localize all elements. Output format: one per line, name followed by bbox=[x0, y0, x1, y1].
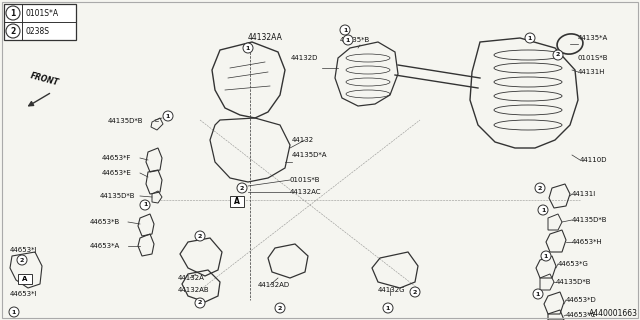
Circle shape bbox=[140, 200, 150, 210]
Circle shape bbox=[538, 205, 548, 215]
Text: 2: 2 bbox=[10, 27, 15, 36]
Text: A: A bbox=[22, 276, 28, 282]
Text: 1: 1 bbox=[166, 114, 170, 118]
Text: 0101S*A: 0101S*A bbox=[25, 9, 58, 18]
Text: 44132D: 44132D bbox=[291, 55, 318, 61]
Circle shape bbox=[9, 307, 19, 317]
Text: 44653*G: 44653*G bbox=[558, 261, 589, 267]
Text: 44132: 44132 bbox=[292, 137, 314, 143]
Circle shape bbox=[195, 298, 205, 308]
Text: 44131H: 44131H bbox=[578, 69, 605, 75]
Text: 44653*H: 44653*H bbox=[572, 239, 603, 245]
FancyBboxPatch shape bbox=[4, 4, 76, 40]
Text: 2: 2 bbox=[198, 300, 202, 306]
Text: 44653*F: 44653*F bbox=[102, 155, 131, 161]
Circle shape bbox=[343, 35, 353, 45]
Text: 2: 2 bbox=[20, 258, 24, 262]
Text: 1: 1 bbox=[536, 292, 540, 297]
Text: 2: 2 bbox=[278, 306, 282, 310]
Circle shape bbox=[237, 183, 247, 193]
Circle shape bbox=[163, 111, 173, 121]
Text: 44110D: 44110D bbox=[580, 157, 607, 163]
Circle shape bbox=[541, 251, 551, 261]
Text: A440001663: A440001663 bbox=[589, 309, 638, 318]
Text: 44135*A: 44135*A bbox=[578, 35, 608, 41]
Text: 1: 1 bbox=[143, 203, 147, 207]
Text: 2: 2 bbox=[198, 234, 202, 238]
Text: 44135D*A: 44135D*A bbox=[292, 152, 328, 158]
Text: FRONT: FRONT bbox=[29, 72, 60, 88]
Text: 44135D*B: 44135D*B bbox=[556, 279, 591, 285]
Text: 1: 1 bbox=[528, 36, 532, 41]
FancyBboxPatch shape bbox=[18, 274, 32, 284]
Text: 44653*D: 44653*D bbox=[566, 297, 596, 303]
Text: 44132AB: 44132AB bbox=[178, 287, 210, 293]
Circle shape bbox=[410, 287, 420, 297]
Text: 1: 1 bbox=[346, 37, 350, 43]
Text: 1: 1 bbox=[541, 207, 545, 212]
Text: 1: 1 bbox=[12, 309, 16, 315]
Text: 44132AC: 44132AC bbox=[290, 189, 321, 195]
Text: 44653*B: 44653*B bbox=[90, 219, 120, 225]
Text: 44653*J: 44653*J bbox=[10, 247, 38, 253]
Text: 0101S*B: 0101S*B bbox=[578, 55, 609, 61]
Text: 0101S*B: 0101S*B bbox=[290, 177, 321, 183]
Text: 2: 2 bbox=[556, 52, 560, 58]
Text: 44135D*B: 44135D*B bbox=[108, 118, 143, 124]
Circle shape bbox=[195, 231, 205, 241]
Circle shape bbox=[275, 303, 285, 313]
Text: A: A bbox=[234, 196, 240, 205]
Text: 2: 2 bbox=[240, 186, 244, 190]
Text: 44131I: 44131I bbox=[572, 191, 596, 197]
Text: 1: 1 bbox=[246, 45, 250, 51]
FancyBboxPatch shape bbox=[230, 196, 244, 207]
Text: 44132G: 44132G bbox=[378, 287, 406, 293]
Text: 1: 1 bbox=[343, 28, 347, 33]
Text: 44135*B: 44135*B bbox=[340, 37, 371, 43]
Text: 0238S: 0238S bbox=[25, 27, 49, 36]
Text: 44135D*B: 44135D*B bbox=[572, 217, 607, 223]
Text: 44132AA: 44132AA bbox=[248, 34, 282, 43]
Text: 1: 1 bbox=[10, 9, 15, 18]
Text: 44135D*B: 44135D*B bbox=[100, 193, 136, 199]
Text: 44653*C: 44653*C bbox=[566, 312, 596, 318]
Text: 1: 1 bbox=[386, 306, 390, 310]
Circle shape bbox=[243, 43, 253, 53]
Circle shape bbox=[6, 24, 20, 38]
Text: 1: 1 bbox=[544, 253, 548, 259]
Circle shape bbox=[535, 183, 545, 193]
Circle shape bbox=[383, 303, 393, 313]
Circle shape bbox=[6, 6, 20, 20]
Circle shape bbox=[525, 33, 535, 43]
Text: 44132AD: 44132AD bbox=[258, 282, 290, 288]
Text: 2: 2 bbox=[538, 186, 542, 190]
Text: 44653*E: 44653*E bbox=[102, 170, 132, 176]
Circle shape bbox=[553, 50, 563, 60]
Circle shape bbox=[17, 255, 27, 265]
Text: 44653*A: 44653*A bbox=[90, 243, 120, 249]
Text: 44132A: 44132A bbox=[178, 275, 205, 281]
Text: 2: 2 bbox=[413, 290, 417, 294]
Text: 44653*I: 44653*I bbox=[10, 291, 38, 297]
Circle shape bbox=[340, 25, 350, 35]
Circle shape bbox=[533, 289, 543, 299]
